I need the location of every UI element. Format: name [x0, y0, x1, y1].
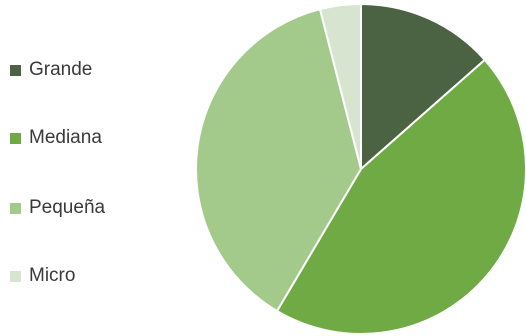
- legend-swatch-grande: [10, 64, 21, 76]
- pie-slice-mediana: [275, 58, 526, 335]
- legend-item-micro: Micro: [10, 264, 75, 288]
- chart-legend: Grande Mediana Pequeña Micro: [10, 0, 190, 336]
- legend-swatch-pequena: [10, 202, 21, 214]
- pie-slice-pequena: [195, 7, 363, 313]
- pie-slice-micro: [318, 2, 362, 170]
- pie-slice-grande: [360, 2, 487, 172]
- legend-label-grande: Grande: [29, 59, 93, 80]
- legend-item-mediana: Mediana: [10, 126, 102, 150]
- legend-label-pequena: Pequeña: [29, 197, 106, 218]
- legend-item-pequena: Pequeña: [10, 196, 105, 220]
- legend-label-mediana: Mediana: [29, 127, 102, 148]
- legend-swatch-mediana: [10, 132, 21, 144]
- legend-label-micro: Micro: [29, 265, 76, 286]
- legend-item-grande: Grande: [10, 58, 92, 82]
- legend-swatch-micro: [10, 270, 21, 282]
